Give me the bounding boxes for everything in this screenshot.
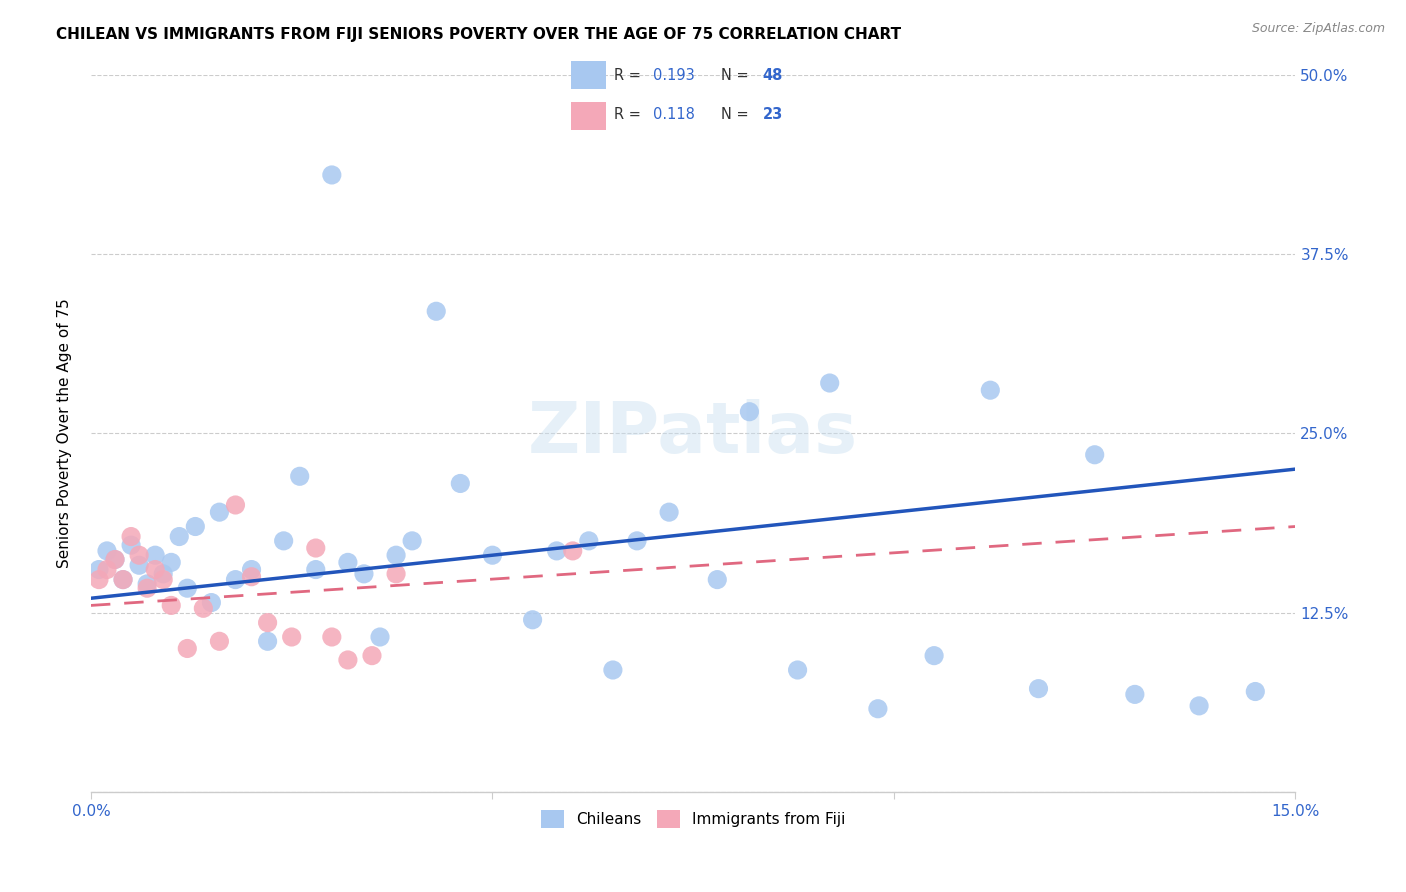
Point	[280, 630, 302, 644]
Point	[152, 573, 174, 587]
Point	[143, 548, 166, 562]
Point	[818, 376, 841, 390]
Point	[136, 577, 159, 591]
Text: 0.193: 0.193	[652, 68, 695, 83]
Point	[626, 533, 648, 548]
Text: R =: R =	[614, 68, 645, 83]
Legend: Chileans, Immigrants from Fiji: Chileans, Immigrants from Fiji	[536, 804, 852, 835]
Point	[167, 530, 190, 544]
Point	[321, 630, 343, 644]
Text: R =: R =	[614, 107, 645, 122]
Point	[546, 544, 568, 558]
Point	[136, 581, 159, 595]
Point	[353, 566, 375, 581]
Point	[208, 634, 231, 648]
Point	[176, 641, 198, 656]
Point	[273, 533, 295, 548]
Point	[368, 630, 391, 644]
Point	[256, 634, 278, 648]
Point	[224, 573, 246, 587]
Point	[160, 555, 183, 569]
Point	[786, 663, 808, 677]
Point	[602, 663, 624, 677]
Point	[256, 615, 278, 630]
Point	[152, 566, 174, 581]
Text: N =: N =	[721, 68, 754, 83]
Point	[1123, 687, 1146, 701]
Point	[706, 573, 728, 587]
Point	[128, 558, 150, 573]
Point	[1244, 684, 1267, 698]
Point	[321, 168, 343, 182]
Point	[143, 563, 166, 577]
Point	[336, 555, 359, 569]
Point	[104, 552, 127, 566]
Point	[120, 538, 142, 552]
Point	[1188, 698, 1211, 713]
Point	[385, 548, 408, 562]
Point	[1028, 681, 1050, 696]
Point	[96, 544, 118, 558]
Point	[240, 570, 263, 584]
Point	[361, 648, 384, 663]
Point	[425, 304, 447, 318]
Text: CHILEAN VS IMMIGRANTS FROM FIJI SENIORS POVERTY OVER THE AGE OF 75 CORRELATION C: CHILEAN VS IMMIGRANTS FROM FIJI SENIORS …	[56, 27, 901, 42]
Point	[305, 563, 328, 577]
Point	[193, 601, 215, 615]
Point	[922, 648, 945, 663]
Point	[112, 573, 135, 587]
Point	[401, 533, 423, 548]
Point	[208, 505, 231, 519]
Point	[979, 383, 1001, 397]
Y-axis label: Seniors Poverty Over the Age of 75: Seniors Poverty Over the Age of 75	[58, 298, 72, 568]
Point	[481, 548, 503, 562]
Text: ZIPatlas: ZIPatlas	[529, 399, 858, 467]
Point	[336, 653, 359, 667]
Point	[176, 581, 198, 595]
Point	[184, 519, 207, 533]
Point	[104, 552, 127, 566]
Point	[87, 573, 110, 587]
Point	[385, 566, 408, 581]
Point	[120, 530, 142, 544]
Point	[224, 498, 246, 512]
Point	[305, 541, 328, 555]
FancyBboxPatch shape	[571, 62, 606, 89]
FancyBboxPatch shape	[571, 102, 606, 130]
Point	[522, 613, 544, 627]
Point	[112, 573, 135, 587]
Text: 48: 48	[762, 68, 783, 83]
Point	[738, 405, 761, 419]
Point	[578, 533, 600, 548]
Point	[200, 596, 222, 610]
Text: Source: ZipAtlas.com: Source: ZipAtlas.com	[1251, 22, 1385, 36]
Point	[449, 476, 471, 491]
Point	[96, 563, 118, 577]
Point	[658, 505, 681, 519]
Point	[160, 599, 183, 613]
Point	[240, 563, 263, 577]
Text: N =: N =	[721, 107, 754, 122]
Point	[128, 548, 150, 562]
Point	[87, 563, 110, 577]
Text: 0.118: 0.118	[652, 107, 695, 122]
Point	[1084, 448, 1107, 462]
Point	[866, 702, 889, 716]
Point	[561, 544, 583, 558]
Text: 23: 23	[762, 107, 783, 122]
Point	[288, 469, 311, 483]
